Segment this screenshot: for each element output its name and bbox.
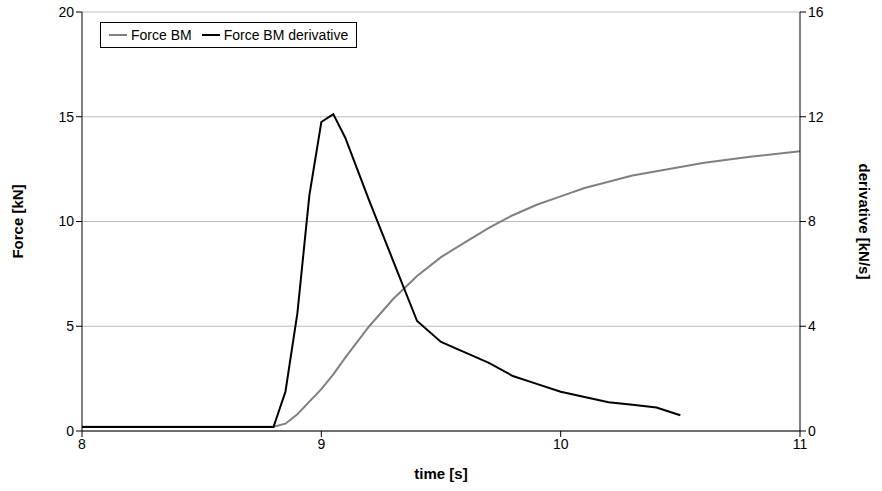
svg-text:5: 5 [66,318,74,334]
svg-text:10: 10 [58,213,74,229]
svg-text:derivative [kN/s]: derivative [kN/s] [856,164,873,280]
svg-text:16: 16 [808,4,824,20]
svg-text:11: 11 [793,436,808,452]
svg-text:9: 9 [317,436,325,452]
svg-text:10: 10 [553,436,569,452]
svg-text:Force [kN]: Force [kN] [9,184,26,258]
html-text:Force BM derivative: Force BM derivative [223,27,349,43]
svg-text:8: 8 [78,436,86,452]
svg-text:8: 8 [808,213,816,229]
svg-text:0: 0 [808,423,816,439]
svg-text:time [s]: time [s] [414,465,467,482]
html-text:Force BM: Force BM [131,27,192,43]
svg-text:4: 4 [808,318,816,334]
svg-text:15: 15 [58,109,74,125]
svg-text:12: 12 [808,109,824,125]
svg-text:20: 20 [58,4,74,20]
svg-text:0: 0 [66,423,74,439]
